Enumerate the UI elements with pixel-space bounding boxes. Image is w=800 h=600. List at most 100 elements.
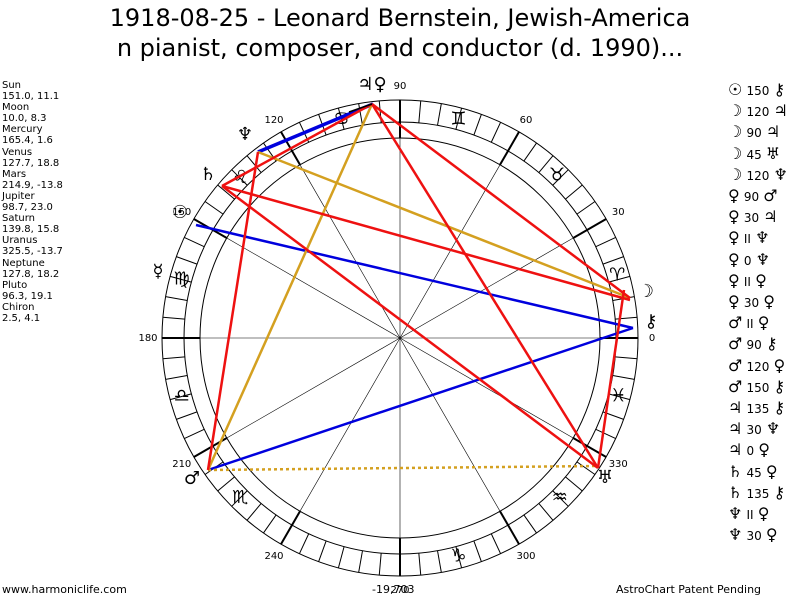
aspect-row: ☽ 120 ♃ [728,101,788,122]
house-cusp [226,237,401,339]
aspect-row: ☽ 45 ♅ [728,144,788,165]
aspect-glyph: ♀ [728,292,740,312]
ring-tick [204,201,224,215]
zodiac-sign: ♓ [610,385,626,406]
aspect-glyph: ♆ [755,249,770,269]
house-cusp [299,337,401,512]
ring-tick [337,546,345,569]
ring-tick [565,476,583,492]
aspect-glyph: ♂ [763,186,778,206]
ring-tick [217,184,235,200]
degree-label: 300 [516,551,535,562]
aspect-angle: 90 [743,190,760,205]
planet-coords: 98.7, 23.0 [2,202,53,214]
aspect-glyph: ♀ [765,525,778,545]
planet-coords: 96.3, 19.1 [2,290,53,302]
planet-name: Chiron [2,301,35,313]
aspect-row: ♀ 30 ♃ [728,207,788,228]
ring-tick [538,155,554,173]
aspect-glyph: ♆ [755,228,770,248]
ring-tick [437,550,442,573]
aspect-angle: 120 [746,105,770,120]
aspect-glyph: ⚷ [765,334,778,354]
ring-tick [523,142,537,162]
aspect-row: ☉ 150 ⚷ [728,80,788,101]
aspect-glyph: ♂ [728,334,743,354]
ring-tick [576,461,596,475]
planet-name: Saturn [2,213,36,225]
ring-tick [358,103,363,126]
planet-glyphs: ♃♀ ♆ ♄ ☉ ☿ ☽ ⚷ ♂ ♅ [152,74,657,489]
planet-glyph: ☽ [638,281,654,302]
aspect-glyph: ♀ [758,440,770,460]
aspect-angle: 30 [746,529,762,544]
aspect-row: ♀ 90 ♂ [728,186,788,207]
aspect-row: ♀ 0 ♆ [728,250,788,271]
aspect-angle: 0 [746,444,755,459]
aspect-list: ☉ 150 ⚷ ☽ 120 ♃ ☽ 90 ♃ ☽ 45 ♅ ☽ 120 ♆ ♀ 90 ♂ ♀… [728,80,788,546]
aspect-glyph: ♆ [728,504,743,524]
planet-name: Jupiter [2,190,35,202]
aspect-line [221,102,373,188]
planet-glyph: ♄ [200,164,216,185]
planet-coords: 2.5, 4.1 [2,312,41,324]
aspect-glyph: ♀ [757,313,770,333]
aspect-glyph: ☉ [728,80,743,99]
ring-tick [490,122,502,143]
ring-tick [246,155,262,173]
aspect-row: ☽ 120 ♆ [728,165,788,186]
aspect-glyph: ♀ [763,292,775,312]
planet-name: Pluto [2,279,28,291]
aspect-glyph: ♀ [728,207,740,227]
aspect-row: ♂ 90 ⚷ [728,334,788,355]
aspect-glyph: ♀ [728,186,740,206]
planet-glyph: ☉ [172,202,188,223]
aspect-row: ♄ 45 ♀ [728,462,788,483]
ring-tick [162,356,185,360]
planet-coords: 214.9, -13.8 [2,179,63,191]
ring-tick [176,411,198,420]
aspect-line [195,223,634,330]
site-link[interactable]: www.harmoniclife.com [2,583,127,596]
aspect-line [257,102,374,154]
zodiac-sign: ♈ [609,265,625,286]
planet-name: Neptune [2,257,45,269]
aspect-glyph: ♄ [728,461,743,481]
aspect-angle: 150 [746,84,770,98]
aspect-line [370,103,600,469]
aspect-angle: 30 [746,423,762,438]
aspect-glyph: ♀ [728,228,740,248]
aspect-angle: 30 [743,296,760,311]
cusp-tick [499,131,520,166]
title-line: n pianist, composer, and conductor (d. 1… [116,34,684,62]
ring-tick [176,256,198,265]
aspect-angle: II [743,232,751,247]
aspect-line [206,151,260,471]
aspect-lines [195,102,634,472]
aspect-line [207,464,599,472]
zodiac-sign: ♑ [450,545,466,566]
ring-tick [217,476,235,492]
ring-tick [169,393,192,401]
aspect-glyph: ⚷ [773,376,786,396]
ring-tick [358,550,363,573]
ring-tick [615,356,638,360]
ring-tick [263,514,277,534]
ring-tick [184,428,205,440]
degree-label: 0 [649,333,655,344]
aspect-line [257,150,631,300]
aspect-glyph: ☽ [728,143,743,163]
aspect-angle: 90 [746,338,762,353]
house-cusp [399,164,501,339]
zodiac-sign: ♎ [174,385,190,406]
ring-tick [602,256,624,265]
aspect-angle: 45 [746,147,762,162]
planet-name: Moon [2,102,30,114]
planet-glyph: ☿ [152,261,163,282]
aspect-row: ♆ 30 ♀ [728,525,788,546]
planet-name: Sun [2,80,22,91]
ring-tick [565,184,583,200]
house-cusp [226,337,401,439]
